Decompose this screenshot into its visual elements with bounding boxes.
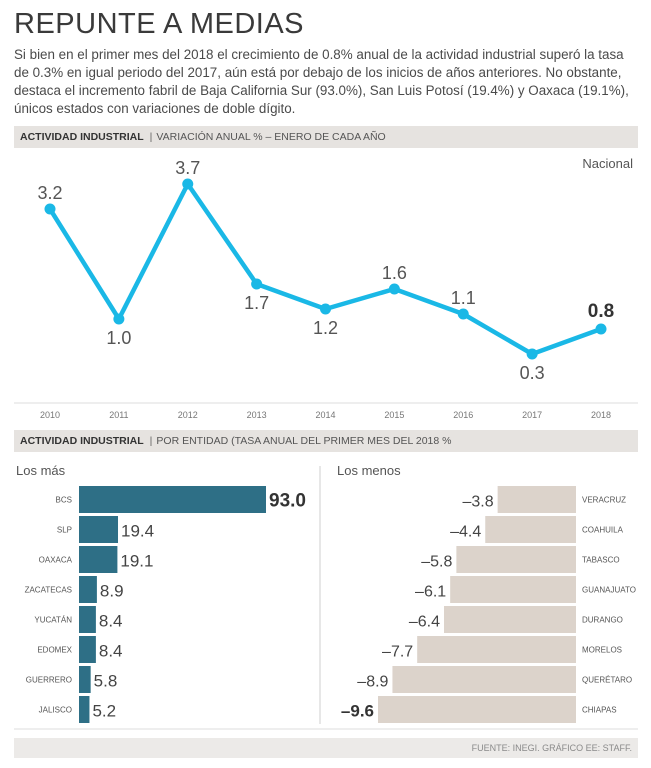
category-label: VERACRUZ xyxy=(582,496,626,505)
line-chart-header-sep: | xyxy=(149,131,153,143)
value-label: –9.6 xyxy=(341,702,374,721)
bar xyxy=(378,696,576,723)
value-label: 93.0 xyxy=(269,491,306,512)
bar xyxy=(79,486,266,513)
data-label: 1.2 xyxy=(313,318,338,338)
value-label: –5.8 xyxy=(421,554,452,571)
data-point xyxy=(320,303,331,315)
category-label: GUANAJUATO xyxy=(582,586,636,595)
page-title: REPUNTE A MEDIAS xyxy=(14,8,305,40)
line-chart-header-bold: ACTIVIDAD INDUSTRIAL xyxy=(20,131,144,143)
x-tick-label: 2018 xyxy=(591,410,611,420)
data-label: 1.0 xyxy=(106,328,131,348)
x-tick-label: 2011 xyxy=(109,410,128,420)
data-point xyxy=(595,323,607,335)
source-note: FUENTE: INEGI. GRÁFICO EE: STAFF. xyxy=(14,738,638,758)
category-label: QUERÉTARO xyxy=(582,676,632,685)
data-point xyxy=(457,308,469,320)
data-label: 1.1 xyxy=(451,288,476,308)
data-label: 3.2 xyxy=(37,183,62,203)
value-label: –7.7 xyxy=(382,644,413,661)
bar xyxy=(497,486,576,513)
data-label: 1.7 xyxy=(244,293,269,313)
value-label: 19.4 xyxy=(121,522,154,541)
category-label: DURANGO xyxy=(582,616,623,625)
category-label: COAHUILA xyxy=(582,526,624,535)
intro-text: Si bien en el primer mes del 2018 el cre… xyxy=(14,47,629,116)
value-label: –6.1 xyxy=(415,584,446,601)
data-point xyxy=(44,203,56,215)
value-label: 5.8 xyxy=(94,672,118,691)
x-tick-label: 2015 xyxy=(384,410,404,420)
value-label: –6.4 xyxy=(409,614,440,631)
category-label: YUCATÁN xyxy=(34,616,72,625)
x-tick-label: 2016 xyxy=(453,410,473,420)
value-label: 19.1 xyxy=(120,552,153,571)
x-tick-label: 2017 xyxy=(522,410,542,420)
x-tick-label: 2010 xyxy=(40,410,60,420)
category-label: JALISCO xyxy=(39,706,72,715)
category-label: ZACATECAS xyxy=(25,586,72,595)
value-label: 8.9 xyxy=(100,582,124,601)
x-tick-label: 2013 xyxy=(247,410,267,420)
bar xyxy=(79,516,119,543)
data-label: 1.6 xyxy=(382,263,407,283)
x-tick-label: 2012 xyxy=(178,410,198,420)
category-label: GUERRERO xyxy=(26,676,72,685)
data-point xyxy=(251,278,263,290)
value-label: –3.8 xyxy=(462,494,493,511)
line-chart: Nacional 3.2 2010 1.0 2011 3.7 2012 1.7 2013 1.2 2… xyxy=(14,156,638,420)
data-point xyxy=(388,283,400,295)
value-label: –4.4 xyxy=(450,524,481,541)
data-label: 0.3 xyxy=(520,363,545,383)
bar xyxy=(392,666,576,693)
bar xyxy=(79,696,90,723)
data-point xyxy=(182,178,194,190)
bar xyxy=(79,666,91,693)
value-label: 5.2 xyxy=(92,702,116,721)
category-label: OAXACA xyxy=(39,556,73,565)
bar xyxy=(79,606,96,633)
data-point xyxy=(113,313,125,325)
category-label: BCS xyxy=(56,496,72,505)
category-label: EDOMEX xyxy=(37,646,72,655)
bar xyxy=(450,576,576,603)
bar xyxy=(79,576,97,603)
bar xyxy=(79,546,118,573)
line-chart-header-sub: VARIACIÓN ANUAL % – ENERO DE CADA AÑO xyxy=(156,131,386,143)
line-chart-header: ACTIVIDAD INDUSTRIAL | VARIACIÓN ANUAL % –… xyxy=(14,126,638,148)
data-point xyxy=(526,348,538,360)
bottom-column-title: Los menos xyxy=(337,463,401,478)
data-label: 0.8 xyxy=(588,301,614,322)
category-label: MORELOS xyxy=(582,646,622,655)
category-label: CHIAPAS xyxy=(582,706,617,715)
data-label: 3.7 xyxy=(175,158,200,178)
bar-chart-header-sub: POR ENTIDAD (TASA ANUAL DEL PRIMER MES D… xyxy=(156,435,452,447)
bar xyxy=(417,636,576,663)
value-label: –8.9 xyxy=(357,674,388,691)
bar-chart-header: ACTIVIDAD INDUSTRIAL | POR ENTIDAD (TASA A… xyxy=(14,430,638,452)
category-label: TABASCO xyxy=(582,556,620,565)
bar xyxy=(456,546,576,573)
x-tick-label: 2014 xyxy=(315,410,335,420)
category-label: SLP xyxy=(57,526,72,535)
value-label: 8.4 xyxy=(99,642,123,661)
bar xyxy=(79,636,96,663)
bar-chart-header-sep: | xyxy=(149,435,153,447)
top-column-title: Los más xyxy=(16,463,66,478)
bar xyxy=(444,606,576,633)
bar xyxy=(485,516,576,543)
value-label: 8.4 xyxy=(99,612,123,631)
bar-chart-header-bold: ACTIVIDAD INDUSTRIAL xyxy=(20,435,144,447)
series-label: Nacional xyxy=(582,156,633,171)
